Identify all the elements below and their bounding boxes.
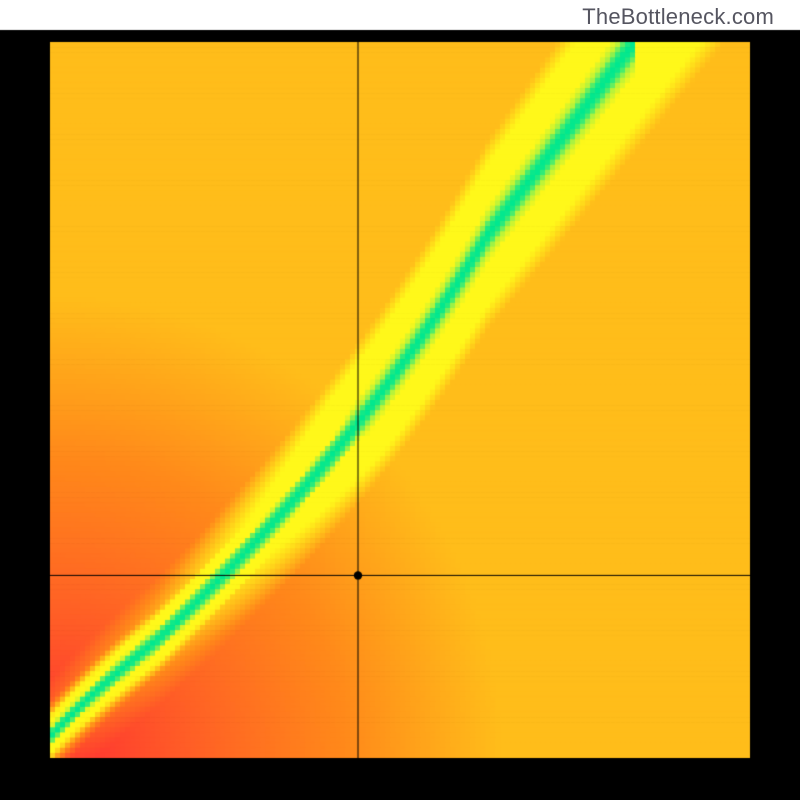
chart-container: TheBottleneck.com	[0, 0, 800, 800]
bottleneck-heatmap-canvas	[0, 0, 800, 800]
watermark-text: TheBottleneck.com	[582, 4, 774, 30]
